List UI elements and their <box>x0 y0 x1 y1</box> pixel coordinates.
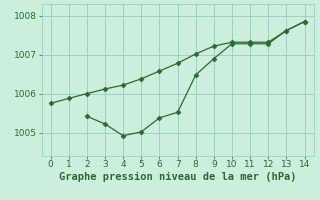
X-axis label: Graphe pression niveau de la mer (hPa): Graphe pression niveau de la mer (hPa) <box>59 172 296 182</box>
